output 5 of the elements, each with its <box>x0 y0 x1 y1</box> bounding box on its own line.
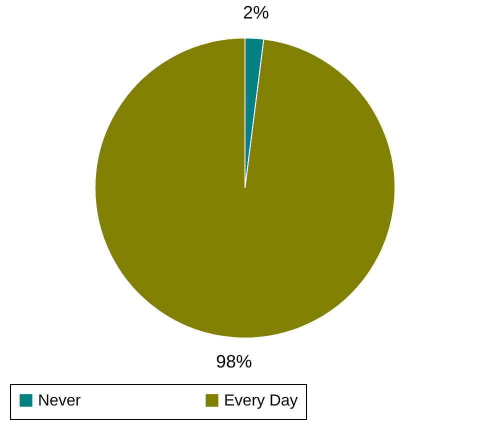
legend-label: Never <box>38 392 82 410</box>
data-label: 2% <box>242 2 269 22</box>
data-label: 98% <box>216 352 252 372</box>
legend-label: Every Day <box>224 392 298 410</box>
pie-slice <box>94 38 396 338</box>
